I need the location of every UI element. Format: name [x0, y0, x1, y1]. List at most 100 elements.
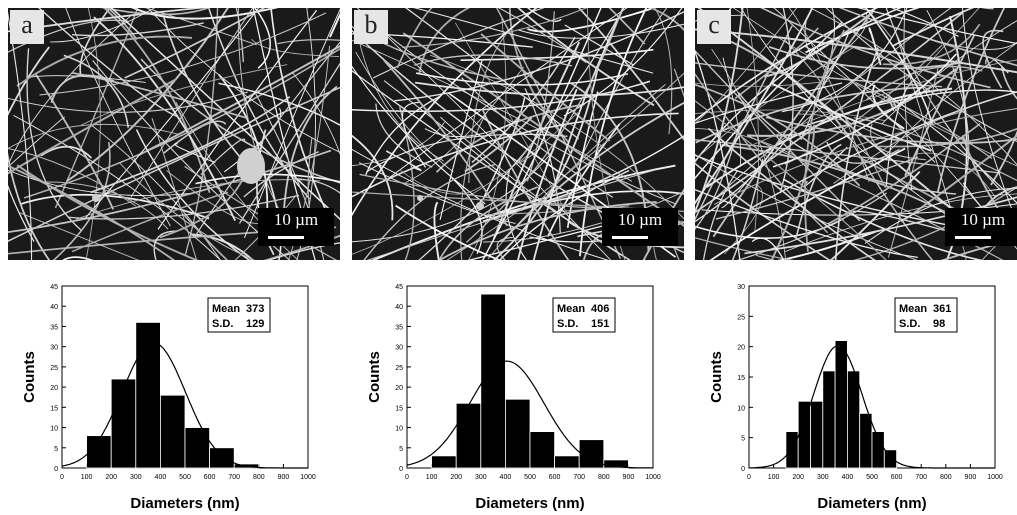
x-tick-label: 900 [965, 474, 977, 481]
x-tick-label: 0 [60, 474, 64, 481]
y-tick-label: 40 [395, 304, 403, 311]
sd-value: 129 [246, 318, 264, 330]
x-tick-label: 400 [842, 474, 854, 481]
y-tick-label: 30 [395, 345, 403, 352]
y-tick-label: 30 [50, 345, 58, 352]
x-tick-label: 500 [524, 474, 536, 481]
scale-bar [268, 236, 304, 239]
x-tick-label: 0 [405, 474, 409, 481]
x-tick-label: 700 [915, 474, 927, 481]
histogram-bar [159, 394, 186, 469]
histogram-a: 0 5 10 15 20 25 30 35 40 45 0 100 200 300 400 500 600 700… [21, 284, 316, 512]
y-tick-label: 0 [54, 466, 58, 473]
y-tick-label: 25 [737, 314, 745, 321]
y-tick-label: 0 [741, 466, 745, 473]
x-tick-label: 700 [228, 474, 240, 481]
sem-image-a: a 10 µm [8, 8, 340, 260]
x-axis-label: Diameters (nm) [817, 495, 926, 512]
sd-label: S.D. [212, 318, 233, 330]
stats-box [552, 297, 616, 333]
y-tick-label: 5 [741, 436, 745, 443]
x-tick-label: 600 [549, 474, 561, 481]
x-tick-label: 500 [179, 474, 191, 481]
histogram-b: 0 5 10 15 20 25 30 35 40 45 0 100 200 300 400 500 600 700… [366, 284, 661, 512]
x-tick-label: 500 [866, 474, 878, 481]
histogram-bar [822, 370, 836, 469]
histogram-bar [184, 427, 211, 469]
y-tick-label: 10 [395, 426, 403, 433]
mean-label: Mean [557, 303, 585, 315]
y-tick-label: 25 [395, 365, 403, 372]
y-tick-label: 15 [50, 405, 58, 412]
mean-value: 406 [591, 303, 609, 315]
histogram-bar [554, 455, 580, 469]
sd-label: S.D. [899, 318, 920, 330]
x-tick-label: 900 [623, 474, 635, 481]
x-axis-label: Diameters (nm) [130, 495, 239, 512]
y-axis-label: Counts [366, 351, 383, 403]
histogram-bar [455, 402, 482, 469]
y-tick-label: 30 [737, 284, 745, 291]
x-tick-label: 900 [278, 474, 290, 481]
x-tick-label: 700 [573, 474, 585, 481]
y-tick-label: 5 [54, 446, 58, 453]
panel-label: b [354, 10, 388, 44]
y-tick-label: 20 [395, 385, 403, 392]
histogram-bar [834, 340, 848, 469]
histogram-bar [431, 455, 457, 469]
mean-label: Mean [899, 303, 927, 315]
y-tick-label: 0 [399, 466, 403, 473]
x-tick-label: 400 [500, 474, 512, 481]
histogram-bar [859, 412, 873, 469]
histogram-bar [504, 398, 531, 469]
y-tick-label: 15 [395, 405, 403, 412]
scale-bar [612, 236, 648, 239]
x-tick-label: 600 [891, 474, 903, 481]
gaussian-fit-line [61, 342, 308, 469]
x-tick-label: 100 [81, 474, 93, 481]
y-tick-label: 45 [395, 284, 403, 291]
sd-value: 151 [591, 318, 609, 330]
y-tick-label: 20 [737, 345, 745, 352]
mean-value: 373 [246, 303, 264, 315]
gaussian-fit-line [406, 360, 654, 469]
x-tick-label: 300 [475, 474, 487, 481]
x-tick-label: 1000 [300, 474, 316, 481]
histogram-bar [810, 400, 824, 469]
x-tick-label: 200 [105, 474, 117, 481]
panel-label: c [697, 10, 731, 44]
x-tick-label: 100 [768, 474, 780, 481]
y-tick-label: 45 [50, 284, 58, 291]
x-tick-label: 800 [940, 474, 952, 481]
nanofiber-micrograph [8, 8, 340, 260]
scale-bar-box: 10 µm [602, 208, 678, 246]
sem-image-c: c 10 µm [695, 8, 1017, 260]
x-axis-label: Diameters (nm) [475, 495, 584, 512]
stats-box [207, 297, 271, 333]
mean-value: 361 [933, 303, 951, 315]
scale-bar-box: 10 µm [258, 208, 334, 246]
scale-bar-label: 10 µm [273, 210, 319, 229]
x-tick-label: 300 [130, 474, 142, 481]
histogram-bar [883, 449, 898, 469]
y-axis-label: Counts [708, 351, 725, 403]
x-tick-label: 200 [450, 474, 462, 481]
x-tick-label: 200 [792, 474, 804, 481]
scale-bar-box: 10 µm [945, 208, 1017, 246]
x-tick-label: 0 [747, 474, 751, 481]
sd-label: S.D. [557, 318, 578, 330]
scale-bar [955, 236, 991, 239]
x-tick-label: 1000 [987, 474, 1003, 481]
histogram-bar [135, 322, 161, 469]
sem-image-b: b 10 µm [352, 8, 684, 260]
x-tick-label: 1000 [645, 474, 661, 481]
histogram-bar [797, 400, 811, 469]
y-tick-label: 10 [50, 426, 58, 433]
x-tick-label: 800 [598, 474, 610, 481]
histogram-bar [785, 431, 799, 469]
y-tick-label: 5 [399, 446, 403, 453]
y-tick-label: 25 [50, 365, 58, 372]
gaussian-fit-line [748, 345, 995, 469]
histogram-bar [480, 293, 506, 469]
